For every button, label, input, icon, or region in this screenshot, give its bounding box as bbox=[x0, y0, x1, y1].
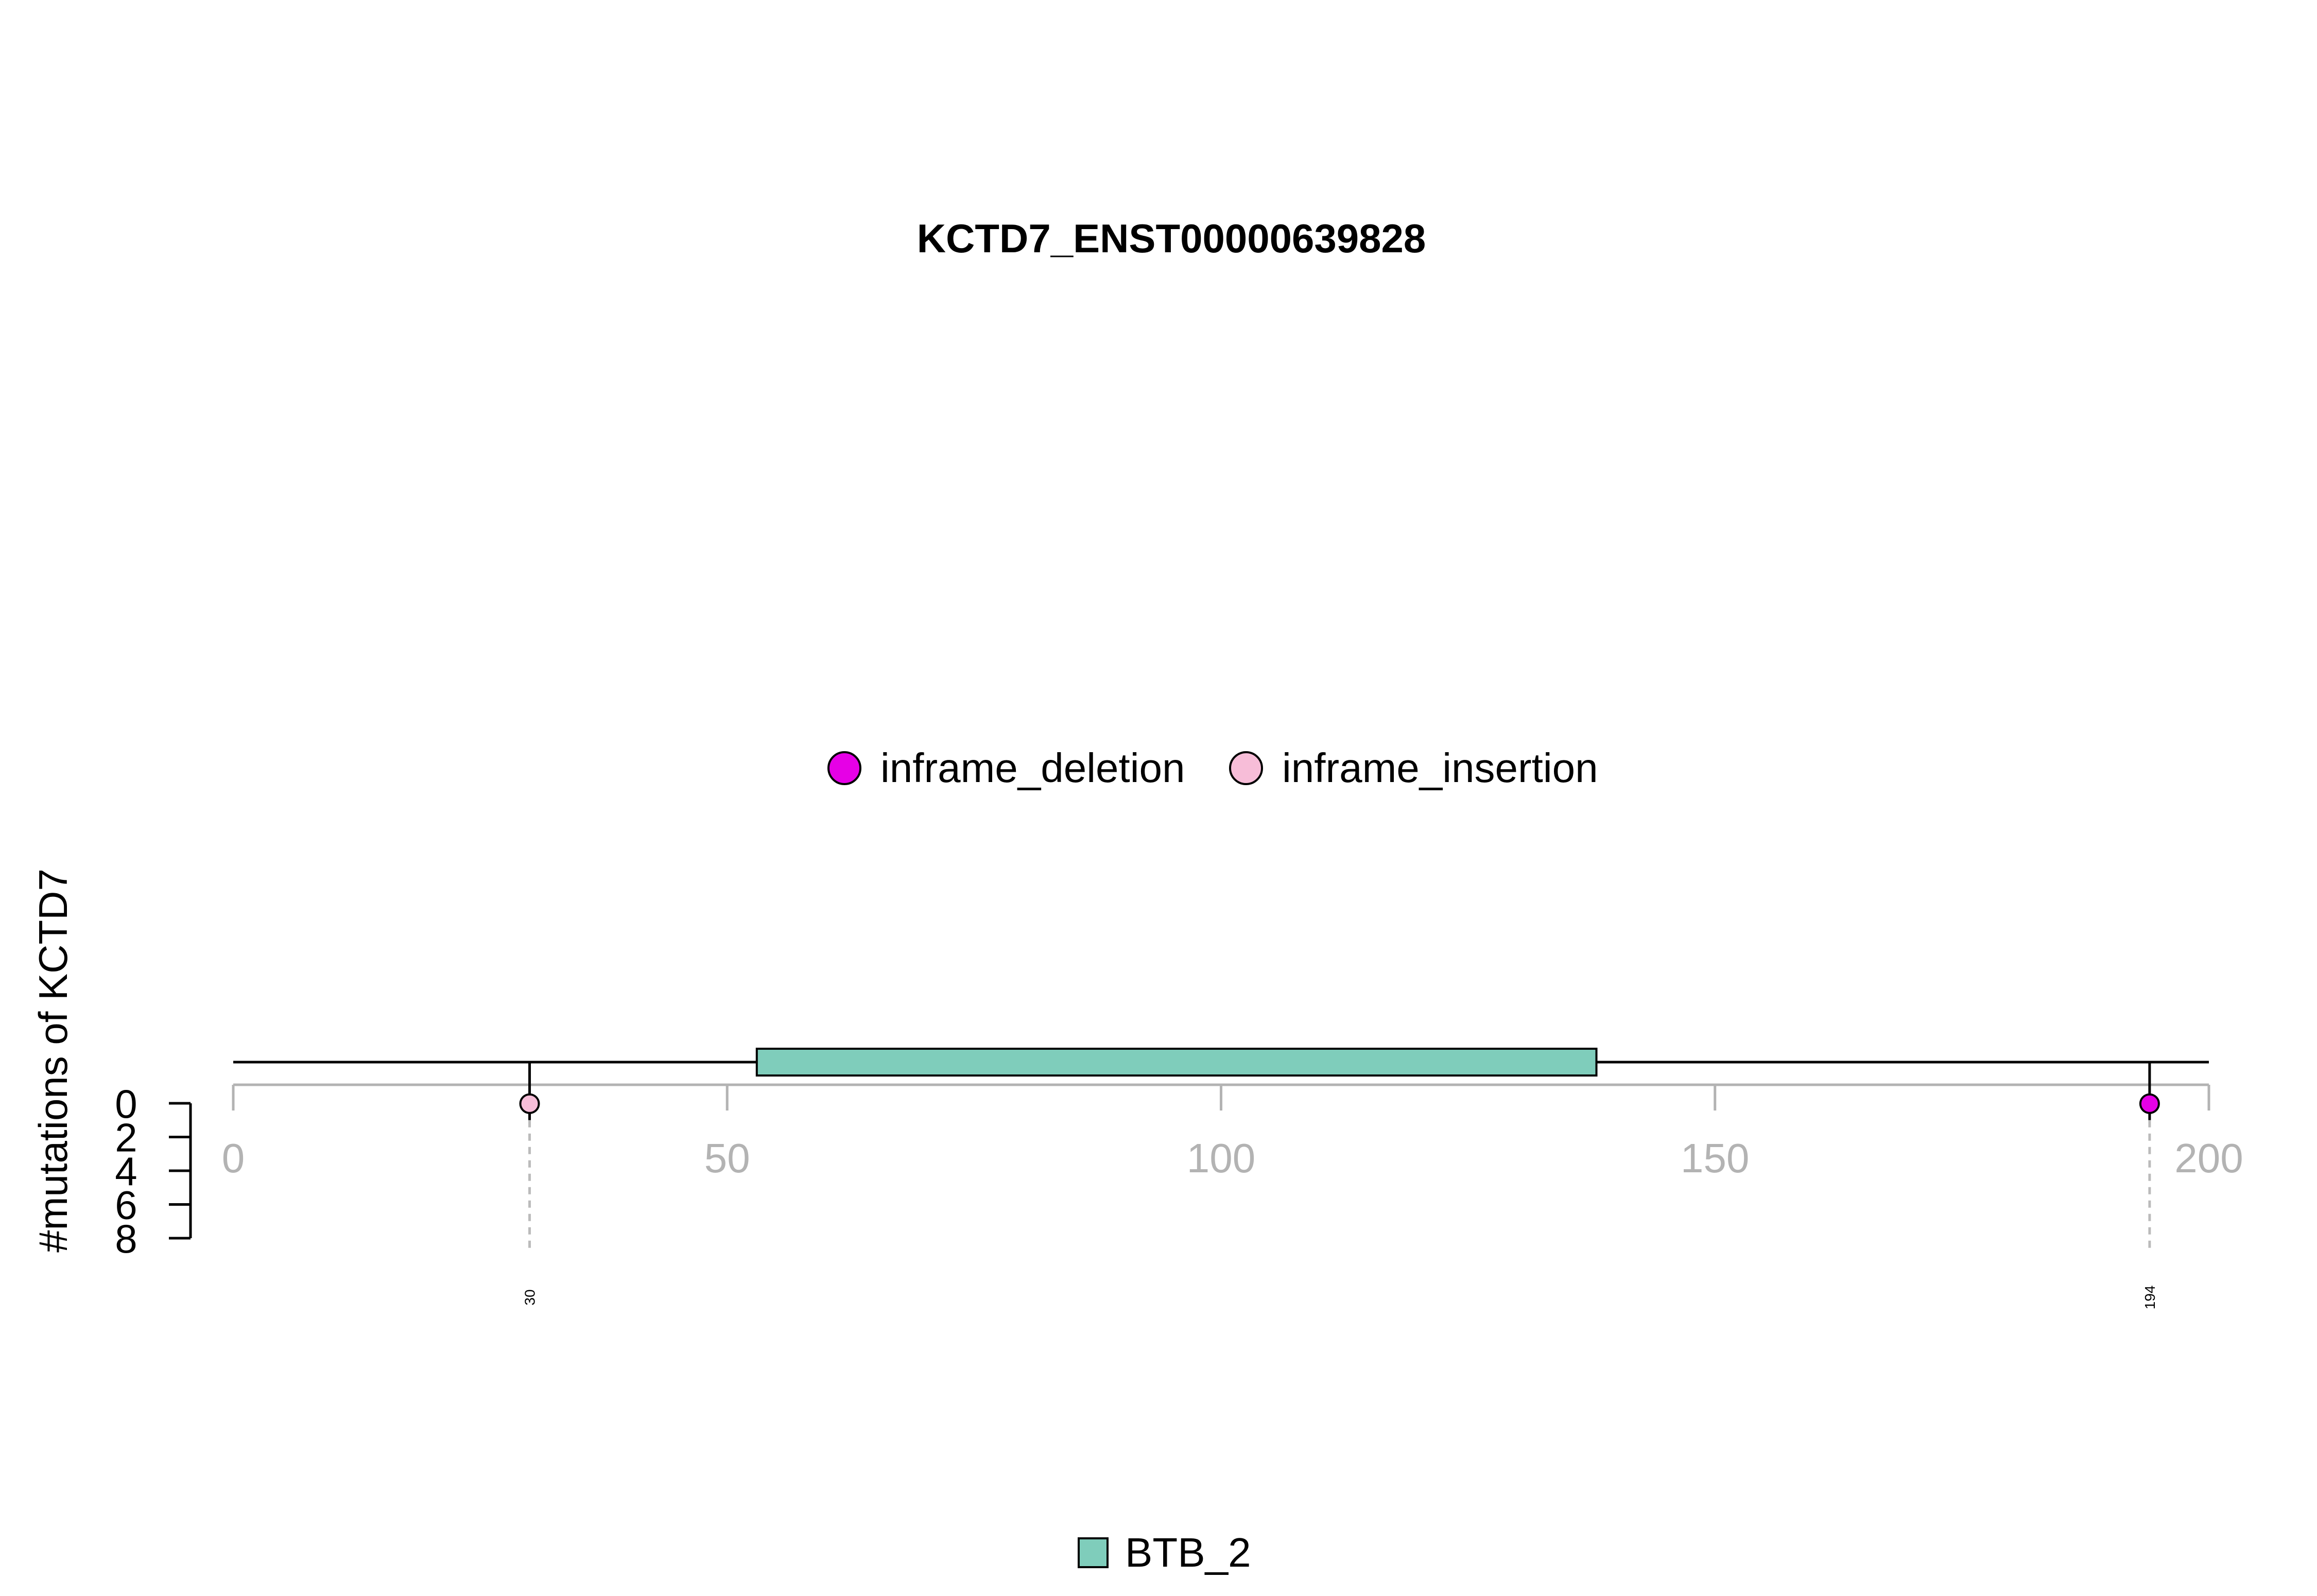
legend-label: inframe_deletion bbox=[880, 745, 1185, 791]
domain-btb-2 bbox=[755, 1048, 1598, 1077]
domain-legend: BTB_2 bbox=[1078, 1530, 1251, 1575]
y-tick-label: 6 bbox=[115, 1183, 137, 1228]
mutation-legend: inframe_deletion inframe_insertion bbox=[827, 745, 1598, 791]
x-axis: 0 50 100 150 200 bbox=[222, 1083, 2243, 1181]
y-tick-label: 4 bbox=[115, 1149, 137, 1194]
legend-marker-inframe-insertion bbox=[1229, 751, 1263, 785]
mutation-position-label: 194 bbox=[2142, 1286, 2158, 1310]
x-tick-label: 0 bbox=[222, 1135, 245, 1181]
mutation-lollipops: 30 194 bbox=[519, 1062, 2160, 1310]
y-tick-label: 0 bbox=[115, 1081, 137, 1126]
domain-track bbox=[755, 1048, 1598, 1077]
x-tick-label: 50 bbox=[704, 1135, 750, 1181]
domain-legend-label: BTB_2 bbox=[1125, 1530, 1251, 1575]
chart-title: KCTD7_ENST00000639828 bbox=[917, 216, 1426, 261]
y-axis-label: #mutations of KCTD7 bbox=[30, 869, 76, 1253]
lollipop-head-inframe-deletion bbox=[2139, 1093, 2160, 1114]
lollipop-head-inframe-insertion bbox=[519, 1093, 540, 1114]
x-tick-label: 150 bbox=[1681, 1135, 1749, 1181]
domain-legend-swatch bbox=[1078, 1537, 1109, 1568]
y-tick-label: 8 bbox=[115, 1216, 137, 1261]
y-tick-label: 2 bbox=[115, 1115, 137, 1160]
legend-marker-inframe-deletion bbox=[827, 751, 861, 785]
x-tick-label: 200 bbox=[2174, 1135, 2243, 1181]
mutation-position-label: 30 bbox=[522, 1289, 538, 1305]
legend-label: inframe_insertion bbox=[1282, 745, 1598, 791]
x-tick-label: 100 bbox=[1187, 1135, 1255, 1181]
